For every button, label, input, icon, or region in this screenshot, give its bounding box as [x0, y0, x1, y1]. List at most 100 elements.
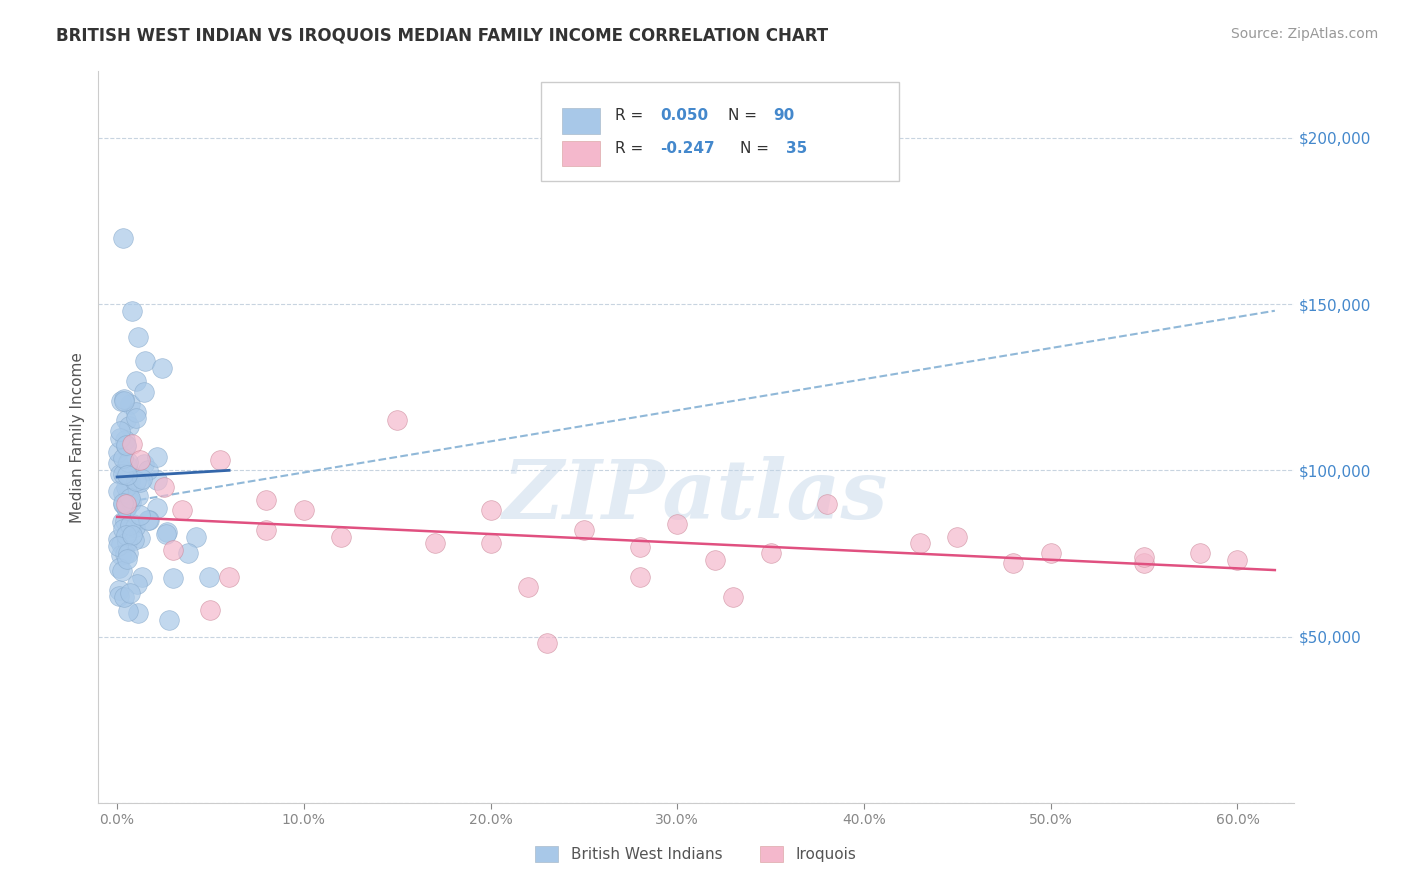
Point: [117, 458, 139, 473]
Point: [162, 543, 184, 558]
Point: [131, 472, 153, 486]
Point: [118, 491, 141, 506]
Point: [172, 503, 194, 517]
Text: N =: N =: [728, 108, 762, 123]
Point: [107, 483, 129, 498]
Point: [115, 439, 138, 453]
Point: [125, 374, 148, 388]
Point: [120, 474, 142, 488]
FancyBboxPatch shape: [562, 108, 600, 134]
Point: [117, 546, 139, 560]
Point: [125, 474, 148, 488]
Point: [129, 531, 152, 545]
Point: [107, 561, 129, 575]
Point: [118, 419, 141, 434]
Point: [177, 546, 200, 560]
Text: R =: R =: [614, 108, 648, 123]
Point: [1133, 549, 1156, 564]
Point: [120, 495, 142, 509]
Point: [121, 436, 143, 450]
Point: [112, 590, 135, 604]
Point: [162, 571, 184, 585]
Point: [115, 527, 138, 541]
Point: [723, 590, 745, 604]
Point: [197, 570, 219, 584]
Point: [121, 528, 143, 542]
Text: R =: R =: [614, 141, 648, 156]
Text: -0.247: -0.247: [661, 141, 714, 156]
Point: [112, 451, 135, 466]
Point: [111, 522, 134, 536]
Point: [112, 485, 135, 500]
Point: [138, 513, 160, 527]
Point: [112, 467, 135, 481]
Point: [132, 385, 155, 400]
Legend: British West Indians, Iroquois: British West Indians, Iroquois: [530, 840, 862, 868]
Point: [117, 604, 139, 618]
Point: [112, 496, 135, 510]
Point: [110, 564, 132, 578]
Point: [536, 636, 558, 650]
Point: [118, 467, 141, 482]
Point: [125, 405, 148, 419]
Text: ZIPatlas: ZIPatlas: [503, 456, 889, 535]
Point: [115, 480, 138, 494]
Point: [128, 475, 150, 489]
Point: [114, 434, 136, 448]
Point: [385, 413, 409, 427]
Point: [479, 536, 502, 550]
Text: 35: 35: [786, 141, 807, 156]
Point: [115, 500, 138, 514]
Point: [110, 549, 132, 563]
Point: [136, 513, 159, 527]
Point: [118, 586, 141, 600]
Point: [218, 570, 240, 584]
Point: [110, 467, 132, 482]
Point: [117, 524, 139, 538]
Point: [1189, 546, 1212, 560]
Point: [157, 613, 180, 627]
FancyBboxPatch shape: [541, 82, 900, 181]
Point: [115, 413, 138, 427]
Point: [127, 606, 149, 620]
Point: [112, 394, 135, 409]
Point: [117, 478, 139, 492]
Point: [1039, 546, 1062, 560]
Point: [107, 532, 129, 546]
Point: [108, 431, 131, 445]
Point: [127, 489, 149, 503]
Point: [124, 520, 146, 534]
Point: [256, 493, 278, 508]
Point: [759, 546, 782, 560]
Point: [628, 570, 651, 584]
Point: [114, 514, 136, 528]
Point: [131, 570, 153, 584]
Point: [1002, 557, 1025, 571]
Point: [200, 603, 222, 617]
Point: [108, 582, 131, 597]
Point: [110, 537, 132, 551]
Point: [122, 533, 145, 548]
Point: [146, 450, 169, 464]
Point: [156, 524, 179, 539]
Point: [117, 487, 139, 501]
Point: [124, 411, 146, 425]
Point: [479, 503, 502, 517]
Point: [121, 303, 143, 318]
Point: [628, 540, 651, 554]
Point: [256, 523, 278, 537]
Point: [146, 473, 169, 487]
Text: 90: 90: [773, 108, 794, 123]
Text: 0.050: 0.050: [661, 108, 709, 123]
Point: [107, 456, 129, 470]
Text: N =: N =: [740, 141, 775, 156]
Point: [134, 457, 156, 471]
Point: [184, 530, 207, 544]
Point: [127, 576, 149, 591]
Point: [152, 480, 174, 494]
Point: [908, 536, 931, 550]
Point: [121, 516, 143, 531]
Point: [423, 536, 446, 550]
Point: [111, 515, 134, 529]
Point: [114, 464, 136, 478]
